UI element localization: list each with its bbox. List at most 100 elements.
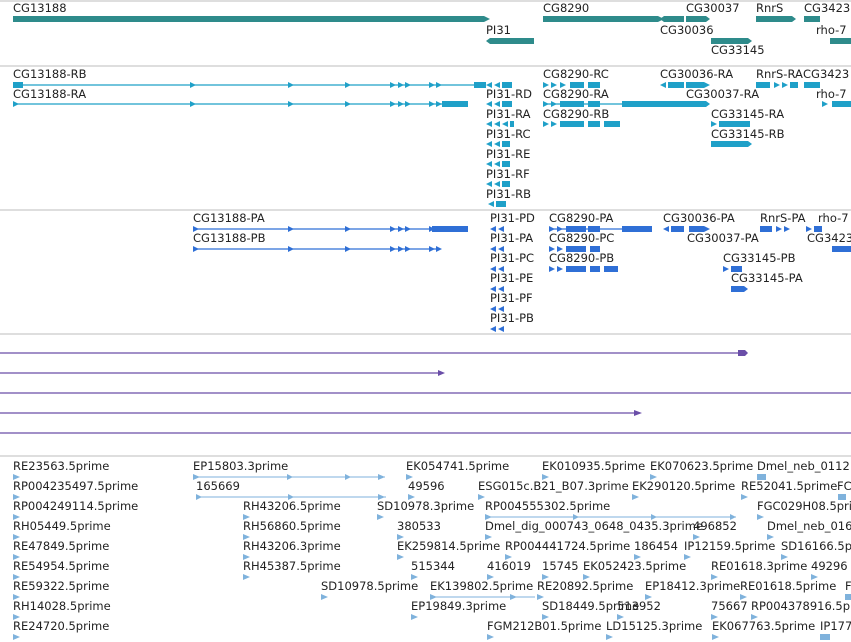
est-feature[interactable]: EP18412.3prime [645,579,740,600]
est-feature[interactable]: 165669 [196,479,386,500]
est-feature[interactable]: RE01618.5prime [740,579,836,600]
transcript-feature[interactable]: CG13188-RA [13,87,468,107]
est-feature[interactable]: EP15803.3prime [193,459,385,480]
alignment-feature[interactable] [0,350,748,356]
est-feature[interactable]: LD15125.3prime [606,619,702,640]
transcript-feature[interactable]: CG8290-RB [543,107,620,127]
protein-feature[interactable]: CG13188-PB [193,231,442,252]
protein-feature[interactable]: PI31-PB [490,311,534,332]
est-feature[interactable]: SD18449.5prime [542,599,639,620]
est-feature[interactable]: RE59322.5prime [13,579,109,600]
gene-feature[interactable]: CG30036 [660,16,714,37]
est-feature[interactable]: 15745 [542,559,579,580]
gene-feature[interactable]: CG8290 [543,1,664,22]
transcript-feature[interactable]: CG33145-RA [711,107,784,127]
est-feature[interactable]: EK139802.5prime [430,579,535,600]
est-feature[interactable]: FGM212B01.5prime [487,619,601,640]
protein-feature[interactable]: CG8290-PC [549,231,614,252]
transcript-feature[interactable]: PI31-RC [486,121,531,141]
transcript-feature[interactable]: PI31-RD [486,82,532,101]
alignment-feature[interactable] [0,410,642,416]
protein-feature[interactable]: CG33145-PB [723,251,796,272]
est-feature[interactable]: FC [837,479,851,500]
est-feature[interactable]: 75667 [711,599,748,620]
protein-feature[interactable]: CG13188-PA [193,211,468,232]
est-feature[interactable]: RP004378916.5p [751,599,850,620]
gene-feature[interactable]: CG3423 [804,1,850,22]
est-feature[interactable]: EK290120.5prime [632,479,735,500]
est-feature[interactable]: FGC029H08.5prime [757,499,851,520]
transcript-feature[interactable]: CG30036-RA [660,67,733,107]
transcript-feature[interactable]: CG8290-RC [543,67,609,88]
transcript-feature[interactable]: CG3423 [803,67,849,88]
protein-feature[interactable]: PI31-PC [490,251,534,272]
est-feature[interactable]: 513952 [617,599,661,620]
est-feature[interactable]: EK054741.5prime [406,459,509,480]
est-feature[interactable]: RP004555302.5prime [485,499,736,520]
est-feature[interactable]: SD16166.5p [781,539,851,560]
protein-feature[interactable]: CG30036-PA [663,211,735,232]
est-feature[interactable]: Dmel_dig_000743_0648_0435.3prime [485,519,703,540]
est-feature[interactable]: Dmel_neb_016 [767,519,851,540]
est-feature[interactable]: RE54954.5prime [13,559,109,580]
transcript-feature[interactable]: CG30037-RA [686,82,759,107]
est-feature[interactable]: RH56860.5prime [243,519,341,540]
gene-feature[interactable]: RnrS [756,1,796,22]
est-feature[interactable]: EK259814.5prime [397,539,500,560]
gene-feature[interactable]: rho-7 [816,23,851,44]
est-feature[interactable]: 186454 [634,539,678,560]
est-feature[interactable]: 380533 [397,519,441,540]
est-feature[interactable]: RP004249114.5prime [13,499,138,520]
gene-feature[interactable]: CG33145 [711,38,765,57]
protein-feature[interactable]: CG8290-PB [549,251,618,272]
protein-feature[interactable]: PI31-PA [490,231,533,252]
est-feature[interactable]: 49296 [811,559,848,580]
est-feature[interactable]: Dmel_neb_0112 [757,459,850,480]
est-feature[interactable]: RE24720.5prime [13,619,109,640]
est-feature[interactable]: EK052423.5prime [583,559,686,580]
transcript-feature[interactable]: PI31-RA [486,101,531,121]
protein-feature[interactable]: RnrS-PA [760,211,806,232]
est-feature[interactable]: EK010935.5prime [542,459,645,480]
protein-feature[interactable]: CG33145-PA [731,271,803,292]
est-feature[interactable]: RP004235497.5prime [13,479,138,500]
est-feature[interactable]: 515344 [411,559,455,580]
transcript-feature[interactable]: CG8290-RA [543,87,664,107]
est-feature[interactable]: IP12159.5prime [684,539,775,560]
est-feature[interactable]: RH14028.5prime [13,599,111,620]
est-feature[interactable]: RP004441724.5prime [505,539,630,560]
est-feature[interactable]: 49596 [408,479,445,500]
est-feature[interactable]: RE47849.5prime [13,539,109,560]
est-feature[interactable]: 496852 [693,519,737,540]
transcript-feature[interactable]: PI31-RE [486,141,530,161]
est-feature[interactable]: SD10978.3prime [377,499,474,520]
est-feature[interactable]: EK067763.5prime [712,619,815,640]
est-feature[interactable]: RH05449.5prime [13,519,111,540]
protein-feature[interactable]: rho-7 [806,211,849,232]
gene-feature[interactable]: CG13188 [13,1,490,22]
protein-feature[interactable]: CG30037-PA [687,226,759,245]
gene-feature[interactable]: CG30037 [686,1,740,22]
est-feature[interactable]: ESG015c.B21_B07.3prime [478,479,629,500]
transcript-feature[interactable]: rho-7 [816,87,851,107]
transcript-feature[interactable]: CG33145-RB [711,127,785,147]
transcript-feature[interactable]: RnrS-RA [756,67,803,88]
est-feature[interactable]: SD10978.5prime [321,579,418,600]
gene-feature[interactable]: PI31 [486,23,534,44]
est-feature[interactable]: RH43206.5prime [243,499,341,520]
est-feature[interactable]: F [845,579,851,600]
transcript-feature[interactable]: PI31-RF [486,161,530,181]
est-feature[interactable]: EP19849.3prime [411,599,506,620]
protein-feature[interactable]: PI31-PE [490,271,533,292]
est-feature[interactable]: RH43206.3prime [243,539,341,560]
protein-feature[interactable]: PI31-PF [490,291,533,312]
protein-feature[interactable]: PI31-PD [490,211,535,232]
alignment-feature[interactable] [0,370,445,376]
est-feature[interactable]: RH45387.5prime [243,559,341,580]
est-feature[interactable]: RE52041.5prime [741,479,837,500]
protein-feature[interactable]: CG3423 [807,231,851,252]
est-feature[interactable]: EK070623.5prime [650,459,753,480]
est-feature[interactable]: IP177 [820,619,851,640]
est-feature[interactable]: RE01618.3prime [711,559,807,580]
transcript-feature[interactable]: PI31-RB [486,181,531,207]
